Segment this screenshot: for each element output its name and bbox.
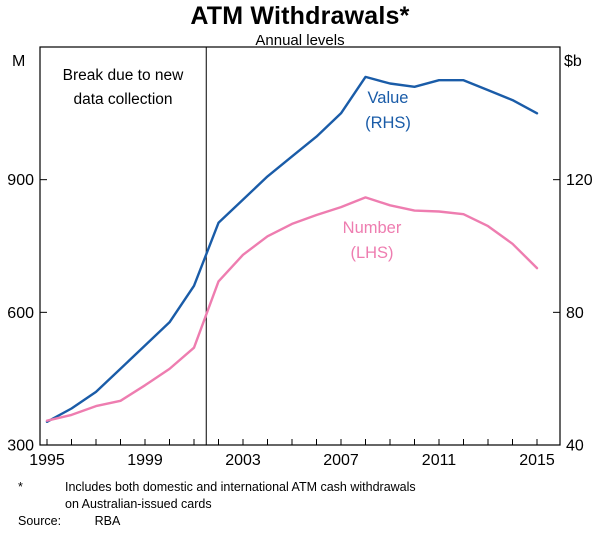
x-tick-label: 2011	[422, 452, 457, 469]
source-value: RBA	[94, 514, 121, 528]
footnote: * Includes both domestic and internation…	[18, 479, 583, 512]
x-tick-label: 2007	[323, 452, 359, 469]
number-series-label: (LHS)	[350, 244, 393, 262]
value-series-line	[45, 75, 539, 423]
break-annotation-line: data collection	[73, 91, 172, 108]
x-tick-label: 2015	[519, 452, 555, 469]
source-line: Source: RBA	[18, 514, 120, 528]
left-tick-label: 600	[7, 305, 34, 322]
number-series-line	[45, 196, 539, 422]
chart-subtitle: Annual levels	[255, 32, 345, 49]
left-tick-label: 900	[7, 172, 34, 189]
value-series-label: Value	[368, 89, 409, 107]
footnote-text: Includes both domestic and international…	[65, 479, 583, 512]
chart-title: ATM Withdrawals*	[190, 2, 410, 30]
right-axis-unit: $b	[564, 53, 582, 70]
footnote-line1: Includes both domestic and international…	[65, 480, 416, 494]
footnote-line2: on Australian-issued cards	[65, 496, 212, 511]
left-axis-unit: M	[12, 53, 25, 70]
plot-frame	[39, 46, 561, 446]
left-tick-label: 300	[7, 438, 34, 455]
x-tick-label: 1999	[127, 452, 163, 469]
value-series-label: (RHS)	[365, 114, 411, 132]
x-tick-label: 2003	[225, 452, 261, 469]
right-tick-label: 120	[566, 172, 593, 189]
right-tick-label: 80	[566, 305, 584, 322]
source-label: Source:	[18, 514, 62, 528]
number-series-label: Number	[343, 219, 402, 237]
break-annotation-line: Break due to new	[63, 67, 184, 84]
right-tick-label: 40	[566, 438, 584, 455]
footnote-marker: *	[18, 480, 23, 494]
x-tick-label: 1995	[29, 452, 65, 469]
